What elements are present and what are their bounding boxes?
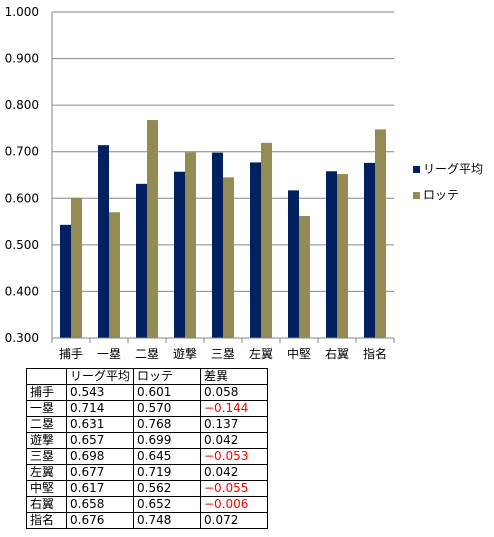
- legend-swatch: [413, 166, 420, 173]
- x-tick-label: 左翼: [249, 346, 273, 361]
- bar-lotte: [223, 177, 234, 338]
- table-cell: 0.657: [66, 432, 134, 449]
- table-cell: 0.137: [200, 416, 268, 433]
- table-row: 捕手 0.543 0.601 0.058: [26, 384, 268, 401]
- table-cell: 0.714: [66, 400, 134, 417]
- table-cell: 0.748: [133, 512, 201, 529]
- table-header-cell: リーグ平均: [66, 368, 134, 385]
- table-cell: 0.677: [66, 464, 134, 481]
- table-cell: −0.055: [200, 480, 268, 497]
- x-tick-label: 二塁: [135, 347, 159, 361]
- table-row: 一塁 0.714 0.570 −0.144: [26, 400, 268, 417]
- table-cell: 二塁: [26, 416, 67, 433]
- table-cell: 0.072: [200, 512, 268, 529]
- bar-lotte: [109, 212, 120, 338]
- table-cell: 0.768: [133, 416, 201, 433]
- legend-swatch: [413, 192, 420, 199]
- bar-lotte: [185, 152, 196, 338]
- bar-league: [326, 171, 337, 338]
- table-cell: 三塁: [26, 448, 67, 465]
- table-row: 三塁 0.698 0.645 −0.053: [26, 448, 268, 465]
- bar-league: [174, 171, 185, 338]
- bar-league: [212, 152, 223, 338]
- table-header-cell: [26, 368, 67, 385]
- table-cell: 0.676: [66, 512, 134, 529]
- table-cell: 0.658: [66, 496, 134, 513]
- bar-lotte: [337, 174, 348, 338]
- table-row: 右翼 0.658 0.652 −0.006: [26, 496, 268, 513]
- table-cell: 0.631: [66, 416, 134, 433]
- table-cell: 捕手: [26, 384, 67, 401]
- table-cell: 0.652: [133, 496, 201, 513]
- bar-league: [288, 190, 299, 338]
- bar-lotte: [299, 215, 310, 338]
- x-tick-label: 中堅: [287, 346, 311, 361]
- table-cell: 指名: [26, 512, 67, 529]
- bar-lotte: [375, 129, 386, 338]
- x-tick-label: 捕手: [59, 346, 83, 361]
- x-tick-label: 遊撃: [173, 346, 197, 361]
- table-header-row: リーグ平均 ロッテ 差異: [26, 368, 268, 385]
- legend-label: ロッテ: [423, 188, 459, 202]
- x-tick-label: 指名: [363, 346, 387, 361]
- data-table-body: リーグ平均 ロッテ 差異 捕手 0.543 0.601 0.058 一塁 0.714 0.570−…: [26, 368, 268, 529]
- bar-league: [60, 224, 71, 338]
- x-tick-label: 三塁: [211, 347, 235, 361]
- table-cell: 0.058: [200, 384, 268, 401]
- y-tick-label: 0.900: [5, 52, 39, 66]
- bar-chart: 0.300 0.400 0.500 0.600 0.700 0.800 0.900 1.000…: [5, 5, 483, 361]
- table-cell: 0.042: [200, 432, 268, 449]
- table-row: 指名 0.676 0.748 0.072: [26, 512, 268, 529]
- y-tick-label: 0.700: [5, 145, 39, 159]
- y-tick-label: 0.300: [5, 331, 39, 345]
- table-cell: 左翼: [26, 464, 67, 481]
- table-cell: 0.562: [133, 480, 201, 497]
- table-cell: 0.543: [66, 384, 134, 401]
- table-row: 遊撃 0.657 0.699 0.042: [26, 432, 268, 449]
- table-header-cell: 差異: [200, 368, 268, 385]
- table-cell: 0.699: [133, 432, 201, 449]
- table-cell: −0.144: [200, 400, 268, 417]
- table-cell: 0.719: [133, 464, 201, 481]
- table-row: 中堅 0.617 0.562 −0.055: [26, 480, 268, 497]
- table-cell: −0.053: [200, 448, 268, 465]
- table-cell: 0.617: [66, 480, 134, 497]
- bar-lotte: [71, 197, 82, 338]
- table-cell: 0.698: [66, 448, 134, 465]
- y-tick-label: 0.600: [5, 191, 39, 205]
- bar-league: [136, 183, 147, 338]
- table-cell: 0.042: [200, 464, 268, 481]
- x-tick-label: 一塁: [97, 347, 121, 361]
- y-tick-label: 0.500: [5, 238, 39, 252]
- table-cell: 中堅: [26, 480, 67, 497]
- bar-lotte: [147, 120, 158, 338]
- table-cell: 0.645: [133, 448, 201, 465]
- bar-league: [250, 162, 261, 338]
- table-cell: 一塁: [26, 400, 67, 417]
- table-cell: 遊撃: [26, 432, 67, 449]
- y-tick-label: 0.400: [5, 284, 39, 298]
- y-tick-label: 1.000: [5, 5, 39, 19]
- legend-label: リーグ平均: [423, 162, 483, 176]
- data-table: リーグ平均 ロッテ 差異 捕手 0.543 0.601 0.058 一塁 0.714 0.570−…: [26, 368, 268, 529]
- bar-league: [364, 162, 375, 338]
- bar-lotte: [261, 142, 272, 338]
- table-cell: −0.006: [200, 496, 268, 513]
- x-tick-label: 右翼: [325, 346, 349, 361]
- y-tick-label: 0.800: [5, 98, 39, 112]
- table-row: 左翼 0.677 0.719 0.042: [26, 464, 268, 481]
- table-row: 二塁 0.631 0.768 0.137: [26, 416, 268, 433]
- table-cell: 0.570: [133, 400, 201, 417]
- table-header-cell: ロッテ: [133, 368, 201, 385]
- table-cell: 右翼: [26, 496, 67, 513]
- table-cell: 0.601: [133, 384, 201, 401]
- bar-league: [98, 145, 109, 338]
